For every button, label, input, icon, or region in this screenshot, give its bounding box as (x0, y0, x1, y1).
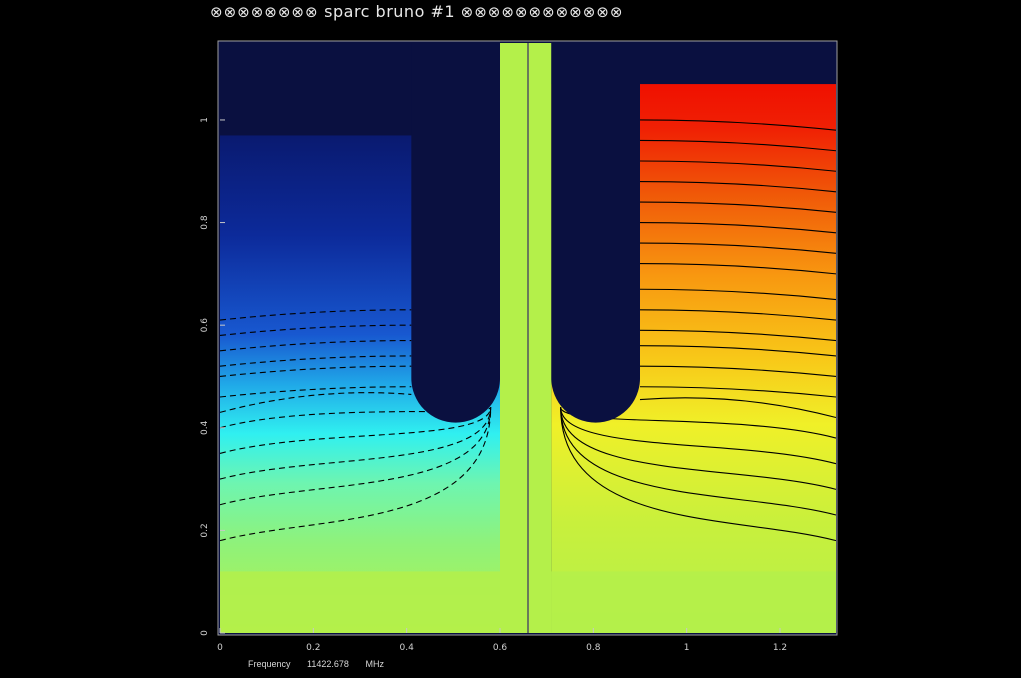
contour-lines (219, 119, 837, 542)
center-gap-region (500, 43, 552, 633)
contour-right-2 (560, 407, 837, 490)
frequency-value: 11422.678 (307, 659, 349, 669)
contour-right-7 (639, 365, 837, 378)
contour-left-6 (219, 386, 412, 398)
frequency-readout: Frequency 11422.678 MHz (248, 659, 398, 669)
x-tick-label: 1.2 (773, 643, 787, 653)
contour-left-8 (219, 355, 412, 367)
contour-left-1 (219, 407, 492, 506)
y-tick-label: 0.8 (200, 215, 210, 230)
x-tick-label: 0.2 (306, 643, 320, 653)
y-tick-label: 0.6 (200, 318, 210, 333)
y-tick-label: 0.2 (200, 523, 210, 537)
axes: 0 0.2 0.4 0.6 0.8 1 1.2 0 0.2 0.4 0.6 0.8 1 (200, 117, 787, 653)
contour-left-11 (219, 309, 412, 321)
frequency-unit: MHz (365, 659, 384, 669)
contour-right-11 (639, 288, 837, 301)
x-tick-label: 0 (217, 643, 223, 653)
x-tick-label: 0.8 (586, 643, 601, 653)
contour-right-18 (639, 139, 837, 152)
contour-left-3 (219, 407, 492, 454)
electrodes (220, 43, 836, 633)
contour-right-3 (560, 407, 837, 465)
x-tick-label: 1 (684, 643, 690, 653)
frequency-label: Frequency (248, 659, 291, 669)
right-electrode (551, 43, 640, 423)
contour-left-10 (219, 324, 412, 336)
contour-right-19 (639, 119, 837, 131)
contour-right-13 (639, 242, 837, 254)
contour-right-16 (639, 180, 837, 193)
contour-left-7 (219, 365, 412, 378)
contour-right-17 (639, 160, 837, 172)
y-tick-label: 0.4 (200, 420, 210, 435)
contour-right-8 (639, 345, 837, 357)
contour-right-6 (639, 386, 837, 398)
y-tick-label: 0 (200, 630, 210, 636)
contour-right-1 (560, 407, 837, 516)
plot-title: ⊗⊗⊗⊗⊗⊗⊗⊗ sparc bruno #1 ⊗⊗⊗⊗⊗⊗⊗⊗⊗⊗⊗⊗ (210, 2, 730, 21)
contour-right-15 (639, 201, 837, 213)
x-tick-label: 0.4 (400, 643, 415, 653)
contour-right-5 (639, 397, 837, 419)
top-left-conductor (220, 43, 412, 136)
title-prefix-symbols: ⊗⊗⊗⊗⊗⊗⊗⊗ (210, 3, 319, 21)
contour-left-9 (219, 340, 412, 352)
contour-left-2 (219, 407, 492, 480)
contour-right-14 (639, 222, 837, 234)
top-right-conductor (640, 43, 836, 85)
contour-right-9 (639, 329, 837, 342)
x-tick-label: 0.6 (493, 643, 508, 653)
left-electrode (411, 43, 500, 423)
title-suffix-symbols: ⊗⊗⊗⊗⊗⊗⊗⊗⊗⊗⊗⊗ (460, 3, 624, 21)
y-tick-label: 1 (200, 117, 210, 123)
contour-left-5 (219, 392, 412, 413)
contour-right-12 (639, 263, 837, 275)
title-text: sparc bruno #1 (324, 2, 456, 21)
contour-right-0 (560, 407, 837, 542)
contour-right-10 (639, 309, 837, 321)
contour-left-0 (219, 407, 492, 542)
